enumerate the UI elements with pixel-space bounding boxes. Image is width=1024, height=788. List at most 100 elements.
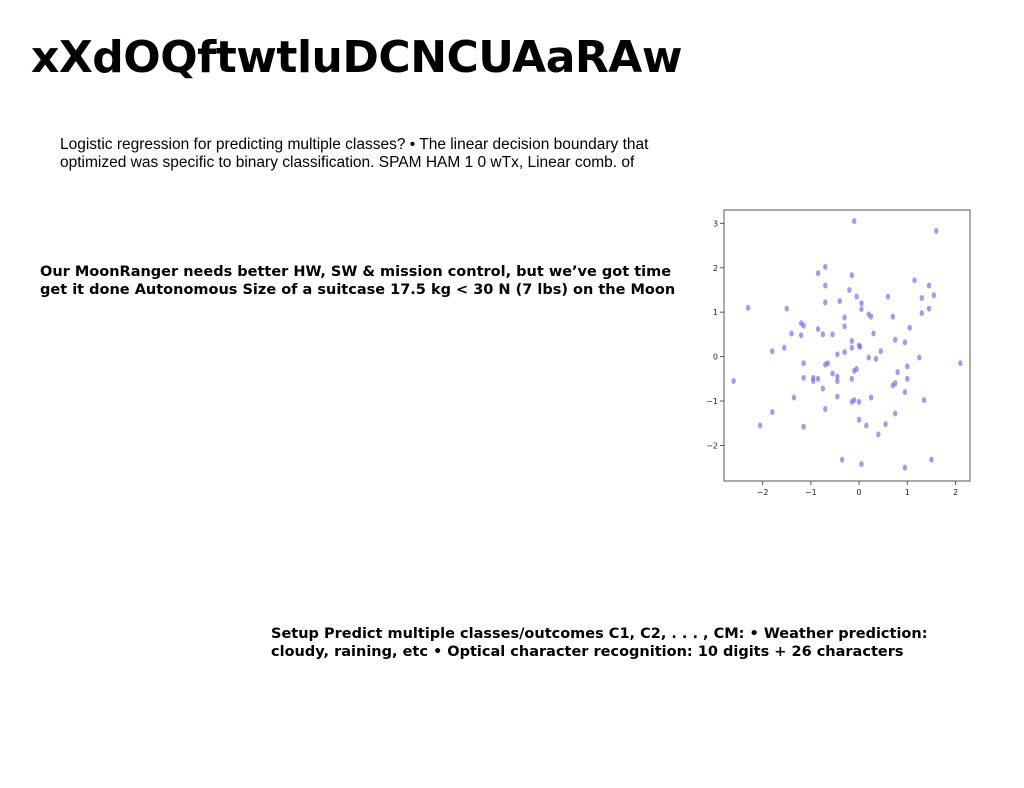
scatter-point	[883, 421, 888, 428]
scatter-point	[893, 336, 898, 343]
scatter-point	[890, 382, 896, 389]
y-tick-label: −2	[706, 441, 718, 450]
scatter-point	[859, 306, 864, 313]
scatter-point	[856, 416, 862, 423]
scatter-point	[820, 331, 826, 338]
scatter-point	[868, 313, 874, 320]
y-tick-label: 2	[713, 264, 718, 273]
scatter-point	[842, 349, 847, 356]
scatter-point	[919, 294, 924, 301]
scatter-point	[859, 461, 864, 468]
logistic-regression-paragraph: Logistic regression for predicting multi…	[60, 136, 649, 171]
x-tick-label: 0	[857, 488, 862, 497]
scatter-point	[815, 375, 821, 382]
scatter-point	[902, 464, 908, 471]
scatter-point	[857, 343, 863, 350]
scatter-point	[873, 355, 879, 362]
scatter-point	[912, 277, 917, 284]
scatter-point	[876, 431, 881, 438]
scatter-point	[849, 272, 855, 279]
slide-title: xXdOQftwtluDCNCUAaRAw	[31, 32, 683, 83]
scatter-point	[926, 305, 932, 312]
scatter-point	[842, 323, 847, 330]
setup-paragraph: Setup Predict multiple classes/outcomes …	[271, 626, 928, 660]
scatter-point	[801, 322, 806, 329]
y-tick-label: −1	[706, 397, 718, 406]
scatter-point	[823, 361, 828, 368]
scatter-point	[823, 282, 828, 289]
scatter-point	[859, 300, 864, 307]
x-tick-label: 2	[953, 488, 958, 497]
scatter-point	[782, 344, 787, 351]
scatter-point	[770, 348, 775, 355]
scatter-point	[852, 218, 857, 225]
scatter-point	[837, 298, 842, 305]
scatter-point	[893, 410, 898, 417]
scatter-point	[757, 422, 763, 429]
scatter-points	[731, 218, 963, 471]
scatter-point	[835, 373, 840, 380]
scatter-point	[842, 314, 847, 321]
scatter-point	[849, 375, 855, 382]
scatter-point	[890, 313, 896, 320]
scatter-point	[801, 374, 806, 381]
scatter-point	[866, 354, 871, 361]
scatter-point	[905, 363, 910, 370]
x-tick-label: −1	[805, 488, 817, 497]
scatter-point	[905, 375, 910, 382]
scatter-point	[801, 360, 806, 367]
y-tick-label: 3	[713, 219, 718, 228]
scatter-point	[849, 398, 855, 405]
scatter-point	[835, 351, 840, 358]
y-tick-label: 0	[713, 353, 718, 362]
scatter-point	[847, 286, 852, 293]
scatter-point	[815, 270, 821, 277]
x-axis-ticks: −2 −1 0 1 2	[757, 481, 958, 497]
scatter-point	[815, 326, 821, 333]
scatter-point	[907, 324, 912, 331]
scatter-point	[791, 394, 797, 401]
moonranger-paragraph: Our MoonRanger needs better HW, SW & mis…	[40, 264, 676, 298]
scatter-point	[958, 360, 963, 367]
x-tick-label: 1	[905, 488, 910, 497]
scatter-point	[885, 293, 891, 300]
scatter-point	[801, 423, 806, 430]
scatter-point	[784, 305, 789, 312]
scatter-point	[835, 393, 840, 400]
scatter-point	[798, 332, 804, 339]
scatter-point	[864, 422, 869, 429]
scatter-point	[926, 282, 932, 289]
scatter-point	[820, 385, 826, 392]
scatter-point	[852, 367, 857, 374]
scatter-point	[921, 397, 927, 404]
scatter-point	[934, 227, 939, 234]
scatter-point	[830, 370, 835, 377]
scatter-point	[770, 409, 775, 416]
x-tick-label: −2	[757, 488, 769, 497]
scatter-point	[931, 292, 937, 299]
scatter-point	[895, 369, 900, 376]
scatter-point	[830, 331, 835, 338]
scatter-point	[823, 263, 828, 270]
scatter-point	[929, 456, 934, 463]
scatter-point	[745, 304, 751, 311]
scatter-point	[835, 378, 840, 385]
scatter-point	[839, 456, 845, 463]
scatter-point	[917, 354, 922, 361]
scatter-point	[854, 293, 859, 300]
scatter-point	[731, 378, 736, 385]
scatter-point	[823, 299, 828, 306]
plot-area-frame	[723, 209, 971, 482]
y-axis-ticks: −2 −1 0 1 2 3	[706, 219, 724, 450]
scatter-point	[823, 406, 828, 413]
scatter-point	[856, 398, 862, 405]
y-tick-label: 1	[713, 308, 718, 317]
scatter-plot: −2 −1 0 1 2 −2 −1 0 1 2 3	[700, 205, 980, 505]
scatter-point	[849, 344, 855, 351]
scatter-point	[902, 339, 908, 346]
scatter-point	[811, 378, 816, 385]
scatter-point	[849, 338, 855, 345]
scatter-point	[878, 348, 883, 355]
scatter-point	[902, 389, 908, 396]
scatter-point	[789, 330, 794, 337]
